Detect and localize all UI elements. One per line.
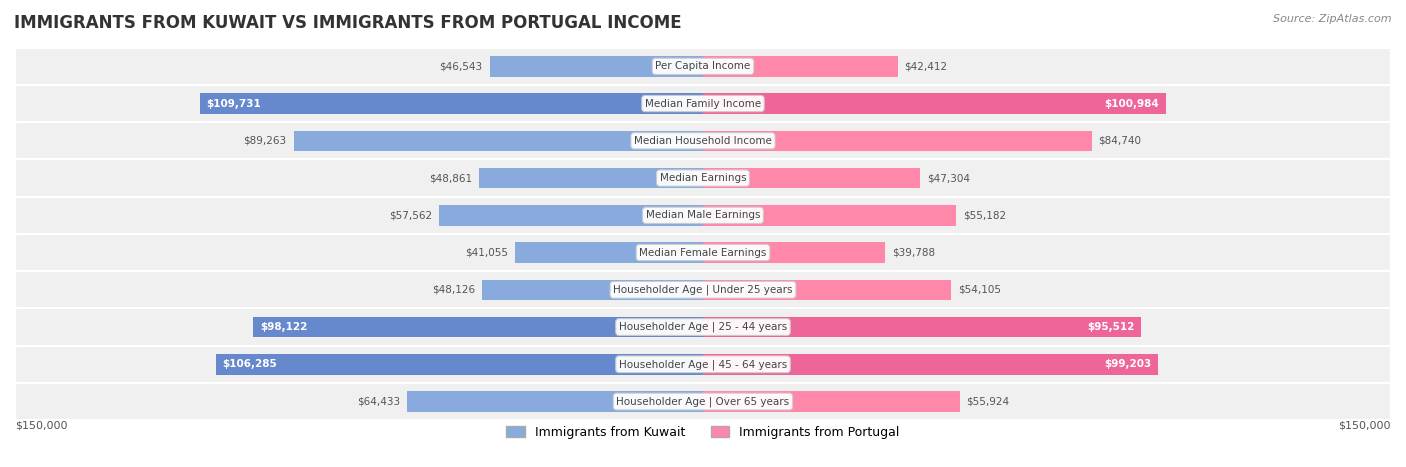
FancyBboxPatch shape <box>15 48 1391 85</box>
Text: $41,055: $41,055 <box>465 248 508 257</box>
Text: Median Female Earnings: Median Female Earnings <box>640 248 766 257</box>
Bar <box>703 317 1142 337</box>
Bar <box>482 280 703 300</box>
Text: $48,861: $48,861 <box>429 173 472 183</box>
Text: $150,000: $150,000 <box>15 420 67 430</box>
Text: Median Male Earnings: Median Male Earnings <box>645 210 761 220</box>
Text: IMMIGRANTS FROM KUWAIT VS IMMIGRANTS FROM PORTUGAL INCOME: IMMIGRANTS FROM KUWAIT VS IMMIGRANTS FRO… <box>14 14 682 32</box>
Text: $98,122: $98,122 <box>260 322 307 332</box>
Text: $95,512: $95,512 <box>1087 322 1135 332</box>
Bar <box>253 317 703 337</box>
FancyBboxPatch shape <box>15 159 1391 197</box>
Text: $64,433: $64,433 <box>357 396 401 406</box>
Text: Householder Age | 25 - 44 years: Householder Age | 25 - 44 years <box>619 322 787 333</box>
Text: Householder Age | 45 - 64 years: Householder Age | 45 - 64 years <box>619 359 787 369</box>
Bar <box>703 93 1166 114</box>
Text: $55,924: $55,924 <box>966 396 1010 406</box>
Text: $48,126: $48,126 <box>432 285 475 295</box>
Text: Source: ZipAtlas.com: Source: ZipAtlas.com <box>1274 14 1392 24</box>
Bar <box>703 280 952 300</box>
Text: $42,412: $42,412 <box>904 61 948 71</box>
Text: $100,984: $100,984 <box>1105 99 1160 108</box>
Bar <box>703 131 1091 151</box>
Bar <box>479 168 703 188</box>
Bar <box>703 391 959 412</box>
Text: $99,203: $99,203 <box>1104 359 1152 369</box>
FancyBboxPatch shape <box>15 197 1391 234</box>
Bar <box>703 56 897 77</box>
Bar <box>200 93 703 114</box>
Text: $55,182: $55,182 <box>963 210 1007 220</box>
Bar <box>703 242 886 263</box>
Text: $46,543: $46,543 <box>440 61 482 71</box>
Text: $84,740: $84,740 <box>1098 136 1142 146</box>
Bar <box>408 391 703 412</box>
FancyBboxPatch shape <box>15 234 1391 271</box>
Bar <box>294 131 703 151</box>
FancyBboxPatch shape <box>15 383 1391 420</box>
Text: $89,263: $89,263 <box>243 136 287 146</box>
Text: Median Household Income: Median Household Income <box>634 136 772 146</box>
Text: Per Capita Income: Per Capita Income <box>655 61 751 71</box>
FancyBboxPatch shape <box>15 122 1391 159</box>
Bar <box>215 354 703 375</box>
FancyBboxPatch shape <box>15 85 1391 122</box>
FancyBboxPatch shape <box>15 271 1391 308</box>
Text: Median Earnings: Median Earnings <box>659 173 747 183</box>
Text: Householder Age | Under 25 years: Householder Age | Under 25 years <box>613 284 793 295</box>
FancyBboxPatch shape <box>15 346 1391 383</box>
FancyBboxPatch shape <box>15 308 1391 346</box>
Bar <box>515 242 703 263</box>
Text: $57,562: $57,562 <box>389 210 432 220</box>
Bar <box>703 205 956 226</box>
Text: $106,285: $106,285 <box>222 359 277 369</box>
Bar <box>703 354 1159 375</box>
Bar <box>489 56 703 77</box>
Legend: Immigrants from Kuwait, Immigrants from Portugal: Immigrants from Kuwait, Immigrants from … <box>502 421 904 444</box>
Text: $150,000: $150,000 <box>1339 420 1391 430</box>
Bar <box>703 168 920 188</box>
Text: $54,105: $54,105 <box>957 285 1001 295</box>
Bar <box>439 205 703 226</box>
Text: $39,788: $39,788 <box>893 248 935 257</box>
Text: $109,731: $109,731 <box>207 99 262 108</box>
Text: Householder Age | Over 65 years: Householder Age | Over 65 years <box>616 396 790 407</box>
Text: Median Family Income: Median Family Income <box>645 99 761 108</box>
Text: $47,304: $47,304 <box>927 173 970 183</box>
